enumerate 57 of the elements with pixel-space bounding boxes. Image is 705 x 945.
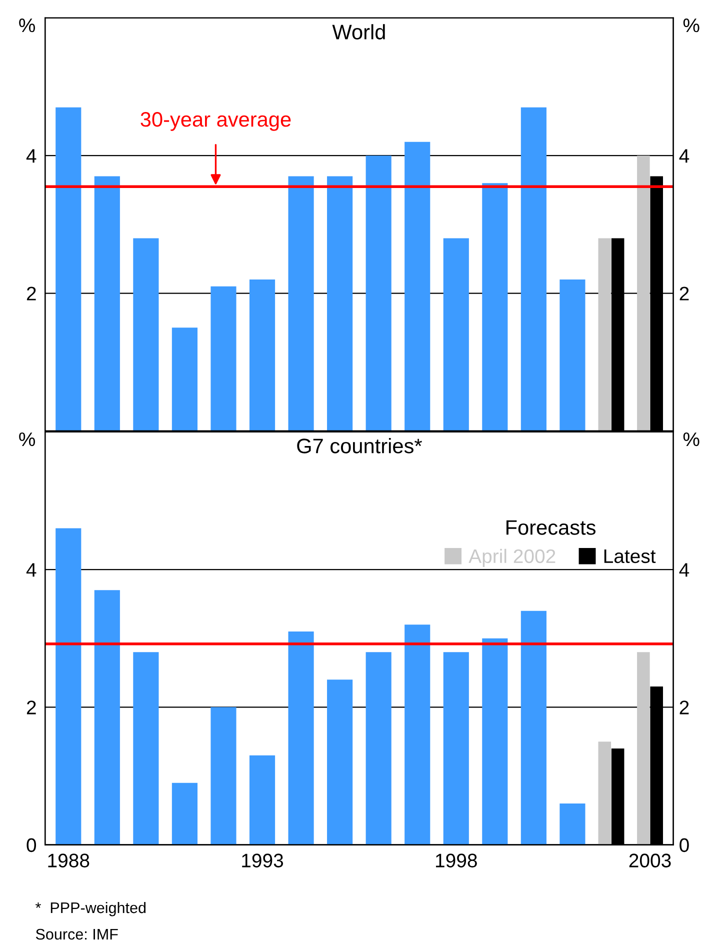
bar (210, 286, 236, 431)
bar (366, 156, 392, 431)
bar (133, 238, 159, 431)
y2-tick-label: 4 (679, 149, 690, 163)
x-tick-label: 1993 (242, 854, 284, 868)
y-axis-title: % (19, 18, 36, 32)
bar (443, 652, 469, 845)
bar (327, 680, 353, 845)
bar (598, 238, 612, 431)
legend-title: Forecasts (506, 520, 596, 535)
bar (404, 142, 430, 431)
bar (443, 238, 469, 431)
y2-tick-label: 2 (680, 286, 689, 300)
bar (172, 782, 198, 845)
bar (366, 652, 392, 845)
legend-label: Latest (604, 550, 656, 564)
y2-tick-label: 2 (680, 700, 689, 714)
bar (210, 707, 236, 845)
bar (560, 280, 586, 431)
chart-title: G7 countries* (297, 438, 422, 454)
y-tick-label: 2 (26, 286, 36, 300)
bar (94, 590, 120, 845)
bar (133, 652, 159, 845)
bar (288, 176, 314, 431)
source-note: Source: IMF (36, 928, 118, 940)
bar (94, 176, 120, 431)
bar (404, 624, 430, 845)
y-axis-title: % (19, 432, 36, 446)
y-tick-label: 0 (26, 838, 36, 852)
chart-title: World (332, 24, 385, 40)
bar (288, 631, 314, 845)
y-tick-label: 2 (26, 700, 36, 714)
bar (560, 804, 586, 845)
y2-tick-label: 4 (679, 563, 690, 577)
bar (56, 107, 82, 431)
y2-axis-title: % (683, 432, 700, 446)
bar (482, 638, 508, 845)
bar (249, 755, 276, 845)
x-tick-label: 1988 (48, 854, 90, 868)
y2-tick-label: 0 (680, 838, 689, 852)
x-tick-label: 2003 (629, 854, 671, 868)
bar (56, 528, 82, 845)
text: * PPP-weighted (35, 902, 146, 916)
bar (637, 652, 650, 845)
bar (482, 183, 508, 431)
bar (637, 156, 650, 431)
y-tick-label: 4 (26, 149, 36, 163)
ref-line-label: 30-year average (140, 112, 291, 131)
y-tick-label: 4 (26, 563, 36, 577)
bar (327, 176, 353, 431)
bar (520, 107, 546, 431)
bar (598, 742, 612, 845)
x-tick-label: 1998 (436, 854, 477, 868)
bar (520, 610, 546, 845)
bar (249, 280, 276, 431)
bar (172, 328, 198, 431)
y2-axis-title: % (683, 18, 700, 32)
